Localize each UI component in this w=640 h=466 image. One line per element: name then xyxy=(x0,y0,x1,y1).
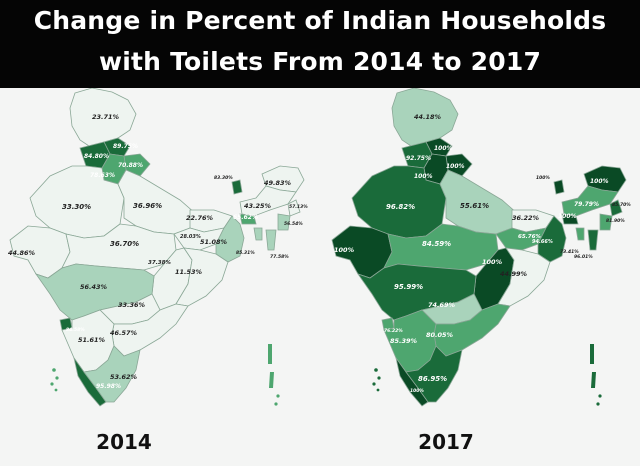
label-rj-2017: 96.82% xyxy=(386,203,415,211)
label-tn-2014: 53.62% xyxy=(110,373,138,381)
region-tn-2014 xyxy=(83,345,141,403)
region-sk-2014 xyxy=(231,179,243,195)
label-kl-2017: 100% xyxy=(410,388,424,394)
label-tr-2014: 85.31% xyxy=(236,250,255,256)
label-nl-2017: 85.70% xyxy=(612,202,631,208)
islands-2014 xyxy=(50,344,280,406)
label-ar-2014: 49.83% xyxy=(264,179,292,187)
label-mh-2014: 56.43% xyxy=(80,283,108,291)
label-cg-2017: 100% xyxy=(482,258,503,266)
map-2014 xyxy=(9,88,305,407)
label-tr-2017: 73.41% xyxy=(560,249,579,255)
label-sk-2017: 100% xyxy=(536,175,550,181)
region-nl-2017 xyxy=(609,199,623,217)
label-kl-2014: 95.98% xyxy=(96,383,121,390)
label-ap-2014: 46.57% xyxy=(110,329,138,337)
region-ml-2017 xyxy=(561,213,579,225)
label-bh-2017: 36.22% xyxy=(512,214,540,222)
label-wb-2017: 94.66% xyxy=(532,239,553,245)
label-tn-2017: 86.95% xyxy=(418,375,447,383)
label-hp-2014: 89.75% xyxy=(113,143,138,150)
title-line-2: with Toilets From 2014 to 2017 xyxy=(98,47,542,76)
label-mz-2014: 77.58% xyxy=(270,254,289,260)
labels-2014: 23.71% 89.75% 84.80% 70.88% 78.63% 33.30… xyxy=(8,113,308,390)
label-od-2017: 44.99% xyxy=(500,270,528,278)
region-ml-2014 xyxy=(239,213,257,225)
label-tg-2014: 33.36% xyxy=(118,301,146,309)
label-jk-2014: 23.71% xyxy=(92,113,120,121)
label-cg-2014: 37.38% xyxy=(148,260,171,266)
label-up-2017: 55.61% xyxy=(460,202,489,210)
label-sk-2014: 83.30% xyxy=(214,175,233,181)
label-ar-2017: 100% xyxy=(590,178,609,185)
label-as-2017: 79.79% xyxy=(574,201,599,208)
label-wb-2014: 51.08% xyxy=(200,238,228,246)
region-nl-2014 xyxy=(287,199,301,217)
label-jk-2017: 44.18% xyxy=(414,113,442,121)
label-as-2014: 43.25% xyxy=(244,202,272,210)
label-ka-2014: 51.61% xyxy=(78,336,106,344)
label-jh-2017: 65.76% xyxy=(518,234,541,240)
region-sk-2017 xyxy=(553,179,565,195)
label-hr-2014: 78.63% xyxy=(90,172,115,179)
label-hp-2017: 100% xyxy=(434,145,453,152)
label-mn-2014: 56.54% xyxy=(284,221,303,227)
region-tr-2017 xyxy=(575,227,585,241)
label-tg-2017: 74.69% xyxy=(428,301,456,309)
region-od-2017 xyxy=(497,247,551,307)
region-tr-2014 xyxy=(253,227,263,241)
label-goa-2017: 76.22% xyxy=(384,328,403,334)
label-nl-2014: 57.13% xyxy=(289,204,308,210)
label-ml-2014: 65.62% xyxy=(233,214,258,221)
region-mn-2017 xyxy=(599,213,613,231)
label-mh-2017: 95.99% xyxy=(394,283,423,291)
label-pb-2017: 92.75% xyxy=(406,155,431,162)
title-line-1: Change in Percent of Indian Households xyxy=(33,6,607,35)
label-gj-2014: 44.86% xyxy=(8,249,36,257)
region-mz-2017 xyxy=(587,229,599,251)
islands-2017 xyxy=(372,344,602,406)
label-ka-2017: 85.39% xyxy=(390,337,418,345)
region-wb-2017 xyxy=(537,215,567,263)
label-uk-2014: 70.88% xyxy=(118,162,143,169)
label-hr-2017: 100% xyxy=(414,173,433,180)
label-gj-2017: 100% xyxy=(334,246,355,254)
label-mz-2017: 96.01% xyxy=(574,254,593,260)
label-up-2014: 36.96% xyxy=(133,202,162,210)
region-tn-2017 xyxy=(405,345,463,403)
title-banner: Change in Percent of Indian Households w… xyxy=(0,0,640,88)
label-goa-2014: 84.58% xyxy=(66,327,85,333)
labels-2017: 44.18% 100% 92.75% 100% 100% 96.82% 55.6… xyxy=(334,113,631,394)
year-label-2014: 2014 xyxy=(96,430,152,454)
region-mz-2014 xyxy=(265,229,277,251)
region-mn-2014 xyxy=(277,213,291,231)
label-uk-2017: 100% xyxy=(446,163,465,170)
map-2017 xyxy=(331,88,627,407)
label-mn-2017: 81.90% xyxy=(606,218,625,224)
label-rj-2014: 33.30% xyxy=(62,203,91,211)
year-label-2017: 2017 xyxy=(418,430,474,454)
maps-canvas: 23.71% 89.75% 84.80% 70.88% 78.63% 33.30… xyxy=(8,88,631,407)
label-ap-2017: 80.05% xyxy=(426,331,454,339)
label-mp-2014: 36.70% xyxy=(110,240,139,248)
label-jh-2014: 28.03% xyxy=(180,234,201,240)
label-bh-2014: 22.76% xyxy=(186,214,214,222)
label-od-2014: 11.53% xyxy=(175,268,203,276)
region-wb-2014 xyxy=(215,215,245,263)
region-od-2014 xyxy=(175,247,229,307)
label-ml-2017: 100% xyxy=(558,213,577,220)
label-mp-2017: 84.59% xyxy=(422,240,451,248)
label-pb-2014: 84.80% xyxy=(84,153,109,160)
